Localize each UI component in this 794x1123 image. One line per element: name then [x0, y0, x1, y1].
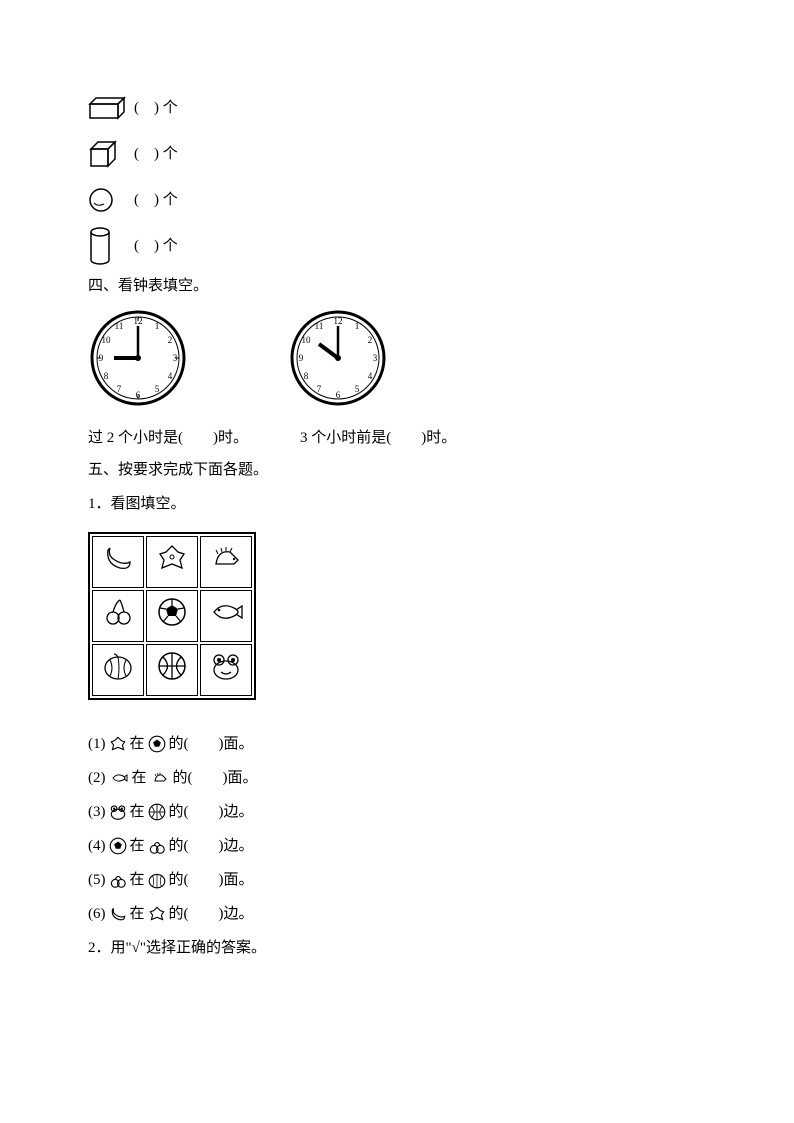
q3-end: 的( )边。	[169, 800, 254, 824]
svg-text:11: 11	[315, 321, 324, 331]
q1-mid: 在	[130, 732, 145, 756]
svg-text:4: 4	[168, 371, 173, 381]
cherry-icon-2	[108, 870, 128, 890]
q6-mid: 在	[130, 902, 145, 926]
svg-text:3: 3	[373, 353, 378, 363]
svg-text:1: 1	[155, 321, 160, 331]
svg-text:2: 2	[368, 335, 373, 345]
svg-text:7: 7	[117, 384, 122, 394]
svg-text:10: 10	[102, 335, 112, 345]
grid-basketball	[146, 644, 198, 696]
svg-text:10: 10	[302, 335, 312, 345]
sphere-blank: ( ) 个	[134, 188, 178, 212]
cylinder-icon	[88, 226, 130, 266]
grid-soccer	[146, 590, 198, 642]
clock2-label: 3 个小时前是( )时。	[300, 426, 456, 450]
leaf-icon	[108, 734, 128, 754]
q2-num: (2)	[88, 766, 106, 790]
q5-num: (5)	[88, 868, 106, 892]
shape-row-sphere: ( ) 个	[88, 180, 794, 220]
svg-text:12: 12	[334, 316, 343, 326]
cuboid-icon	[88, 96, 130, 120]
banana-icon	[108, 904, 128, 924]
clock-2: 12 1 2 3 4 5 6 7 8 9 10 11	[288, 308, 388, 416]
grid-watermelon	[92, 644, 144, 696]
svg-text:8: 8	[104, 371, 109, 381]
q4-num: (4)	[88, 834, 106, 858]
q1-num: (1)	[88, 732, 106, 756]
q4-mid: 在	[130, 834, 145, 858]
sphere-icon	[88, 187, 130, 213]
clock1-label: 过 2 个小时是( )时。	[88, 426, 248, 450]
q5-mid: 在	[130, 868, 145, 892]
q3-mid: 在	[130, 800, 145, 824]
q2-mid: 在	[132, 766, 147, 790]
soccer-icon	[147, 734, 167, 754]
q4-end: 的( )边。	[169, 834, 254, 858]
cube-blank: ( ) 个	[134, 142, 178, 166]
svg-text:1: 1	[355, 321, 360, 331]
frog-icon	[108, 802, 128, 822]
fish-icon	[108, 769, 130, 787]
grid-leaf	[146, 536, 198, 588]
section4-title: 四、看钟表填空。	[88, 274, 794, 298]
shape-row-cuboid: ( ) 个	[88, 88, 794, 128]
q1: (1) 在 的( )面。	[88, 732, 794, 756]
clock-labels: 过 2 个小时是( )时。 3 个小时前是( )时。	[88, 426, 794, 450]
svg-text:7: 7	[317, 384, 322, 394]
watermelon-icon	[147, 870, 167, 890]
shape-row-cylinder: ( ) 个	[88, 226, 794, 266]
q2-end: 的( )面。	[173, 766, 258, 790]
q1-end: 的( )面。	[169, 732, 254, 756]
position-grid	[88, 532, 256, 700]
basketball-icon	[147, 802, 167, 822]
q5: (5) 在 的( )面。	[88, 868, 794, 892]
grid-cherry	[92, 590, 144, 642]
cylinder-blank: ( ) 个	[134, 234, 178, 258]
svg-text:6: 6	[336, 390, 341, 400]
grid-frog	[200, 644, 252, 696]
shape-row-cube: ( ) 个	[88, 134, 794, 174]
leaf-icon-2	[147, 904, 167, 924]
section5-sub2: 2．用"√"选择正确的答案。	[88, 936, 794, 960]
clock-1: 12 1 2 3 4 5 6 7 8 9 10 11	[88, 308, 188, 416]
grid-hedgehog	[200, 536, 252, 588]
clocks-row: 12 1 2 3 4 5 6 7 8 9 10 11	[88, 308, 794, 416]
q3-num: (3)	[88, 800, 106, 824]
q6: (6) 在 的( )边。	[88, 902, 794, 926]
section5-title: 五、按要求完成下面各题。	[88, 458, 794, 482]
q5-end: 的( )面。	[169, 868, 254, 892]
svg-text:2: 2	[168, 335, 173, 345]
q4: (4) 在 的( )边。	[88, 834, 794, 858]
svg-text:5: 5	[355, 384, 360, 394]
q6-end: 的( )边。	[169, 902, 254, 926]
hedgehog-icon	[149, 769, 171, 787]
section5-sub1: 1．看图填空。	[88, 492, 794, 516]
svg-text:9: 9	[299, 353, 304, 363]
grid-banana	[92, 536, 144, 588]
svg-text:4: 4	[368, 371, 373, 381]
svg-text:5: 5	[155, 384, 160, 394]
svg-text:11: 11	[115, 321, 124, 331]
q2: (2) 在 的( )面。	[88, 766, 794, 790]
grid-fish	[200, 590, 252, 642]
soccer-icon-2	[108, 836, 128, 856]
svg-text:8: 8	[304, 371, 309, 381]
cuboid-blank: ( ) 个	[134, 96, 178, 120]
q3: (3) 在 的( )边。	[88, 800, 794, 824]
cherry-icon	[147, 836, 167, 856]
cube-icon	[88, 139, 130, 169]
q6-num: (6)	[88, 902, 106, 926]
